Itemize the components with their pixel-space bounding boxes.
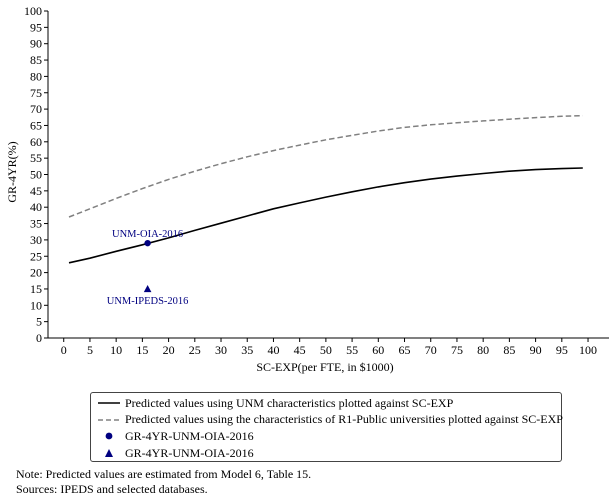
y-tick-label: 0 bbox=[36, 331, 42, 345]
y-tick-label: 5 bbox=[36, 315, 42, 329]
y-tick-label: 25 bbox=[30, 249, 42, 263]
y-tick-label: 20 bbox=[30, 266, 42, 280]
x-tick-label: 70 bbox=[425, 343, 437, 357]
x-tick-label: 50 bbox=[320, 343, 332, 357]
footnote-note: Note: Predicted values are estimated fro… bbox=[16, 467, 312, 481]
dashed-line-swatch bbox=[98, 419, 120, 421]
x-tick-label: 100 bbox=[579, 343, 597, 357]
x-tick-label: 40 bbox=[267, 343, 279, 357]
point-annotation: UNM-IPEDS-2016 bbox=[107, 296, 189, 307]
footnote-sources: Sources: IPEDS and selected databases. bbox=[16, 482, 208, 496]
x-tick-label: 95 bbox=[556, 343, 568, 357]
legend-label: Predicted values using the characteristi… bbox=[125, 412, 563, 427]
y-tick-label: 100 bbox=[24, 4, 42, 18]
x-tick-label: 5 bbox=[87, 343, 93, 357]
x-tick-label: 85 bbox=[503, 343, 515, 357]
y-tick-label: 90 bbox=[30, 37, 42, 51]
legend-label: GR-4YR-UNM-OIA-2016 bbox=[125, 445, 254, 460]
y-tick-label: 85 bbox=[30, 53, 42, 67]
x-tick-label: 10 bbox=[110, 343, 122, 357]
x-tick-label: 25 bbox=[189, 343, 201, 357]
y-tick-label: 35 bbox=[30, 217, 42, 231]
y-tick-label: 60 bbox=[30, 135, 42, 149]
x-tick-label: 20 bbox=[163, 343, 175, 357]
y-tick-label: 50 bbox=[30, 168, 42, 182]
triangle-marker-swatch bbox=[105, 449, 113, 458]
x-tick-label: 55 bbox=[346, 343, 358, 357]
x-tick-label: 75 bbox=[451, 343, 463, 357]
circle-marker-swatch bbox=[105, 433, 113, 440]
x-tick-label: 30 bbox=[215, 343, 227, 357]
legend-label: GR-4YR-UNM-OIA-2016 bbox=[125, 428, 254, 443]
y-tick-label: 40 bbox=[30, 200, 42, 214]
y-tick-label: 10 bbox=[30, 298, 42, 312]
plot-marks: UNM-OIA-2016 UNM-IPEDS-2016 bbox=[68, 114, 583, 307]
data-point-circle bbox=[144, 239, 151, 247]
legend-entry-oia-point: GR-4YR-UNM-OIA-2016 bbox=[97, 428, 561, 445]
solid-line-swatch bbox=[98, 402, 120, 405]
y-tick-label: 75 bbox=[30, 86, 42, 100]
x-tick-label: 80 bbox=[477, 343, 489, 357]
x-tick-label: 35 bbox=[241, 343, 253, 357]
y-tick-label: 30 bbox=[30, 233, 42, 247]
legend-entry-r1-line: Predicted values using the characteristi… bbox=[97, 412, 563, 429]
y-axis-label: GR-4YR(%) bbox=[5, 141, 19, 202]
plot-axes: 0510152025303540455055606570758085909510… bbox=[24, 4, 609, 357]
y-tick-label: 65 bbox=[30, 118, 42, 132]
legend-label: Predicted values using UNM characteristi… bbox=[125, 395, 454, 410]
x-tick-label: 45 bbox=[294, 343, 306, 357]
data-point-triangle bbox=[143, 284, 152, 293]
y-tick-label: 80 bbox=[30, 69, 42, 83]
y-tick-label: 55 bbox=[30, 151, 42, 165]
chart-legend: Predicted values using UNM characteristi… bbox=[90, 392, 563, 462]
y-tick-label: 95 bbox=[30, 20, 42, 34]
y-tick-label: 15 bbox=[30, 282, 42, 296]
x-tick-label: 65 bbox=[399, 343, 411, 357]
legend-entry-ipeds-point: GR-4YR-UNM-OIA-2016 bbox=[97, 445, 561, 462]
x-tick-label: 0 bbox=[61, 343, 67, 357]
x-tick-label: 15 bbox=[136, 343, 148, 357]
series-line-1 bbox=[68, 114, 583, 218]
point-annotation: UNM-OIA-2016 bbox=[112, 229, 183, 240]
x-tick-label: 60 bbox=[372, 343, 384, 357]
series-line-0 bbox=[68, 167, 583, 264]
chart-plot: 0510152025303540455055606570758085909510… bbox=[5, 4, 609, 374]
y-tick-label: 45 bbox=[30, 184, 42, 198]
x-tick-label: 90 bbox=[530, 343, 542, 357]
x-axis-label: SC-EXP(per FTE, in $1000) bbox=[256, 360, 393, 374]
legend-entry-unm-line: Predicted values using UNM characteristi… bbox=[97, 395, 561, 412]
y-tick-label: 70 bbox=[30, 102, 42, 116]
